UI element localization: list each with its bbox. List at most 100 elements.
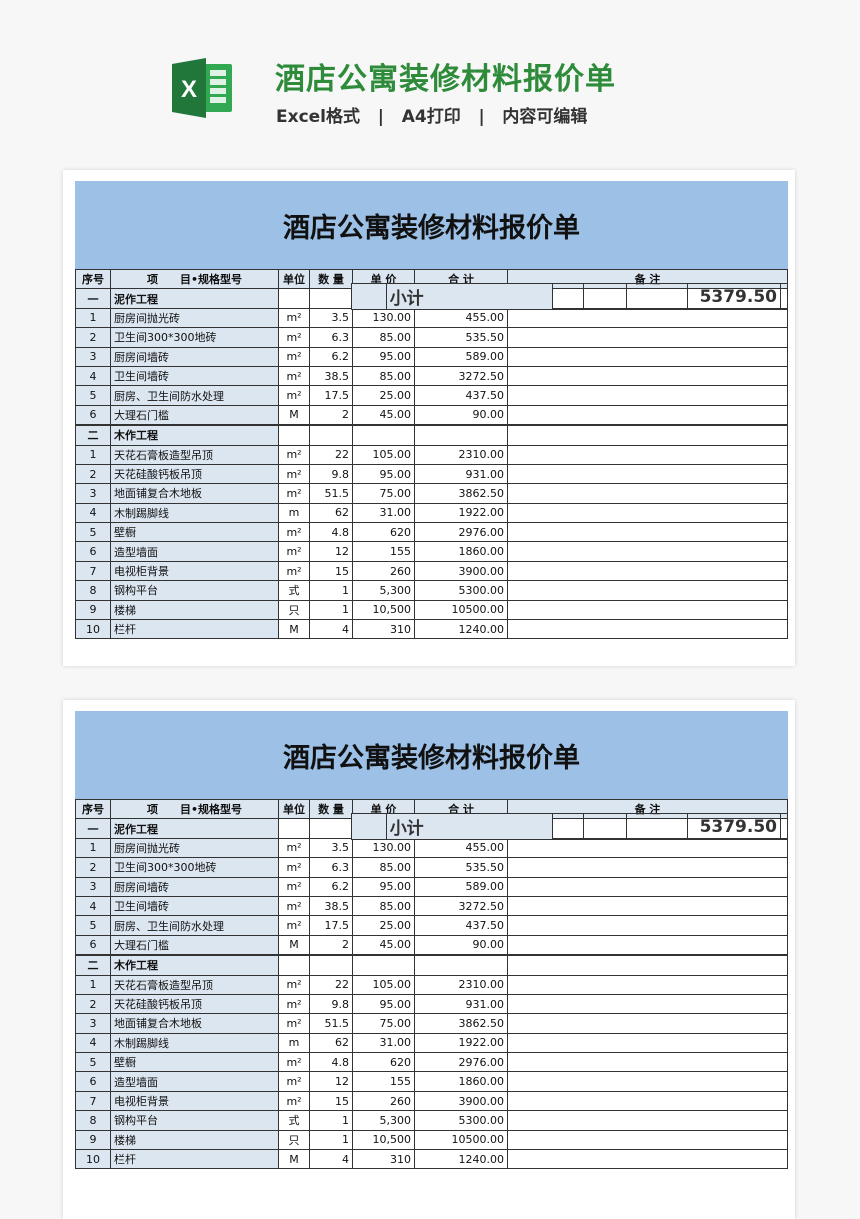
cell-price[interactable]: 130.00 (352, 837, 415, 859)
cell-total[interactable]: 437.50 (414, 385, 508, 406)
cell-total[interactable]: 90.00 (414, 404, 508, 426)
cell-seq[interactable]: 10 (75, 619, 111, 640)
cell-item[interactable]: 厨房间抛光砖 (110, 307, 279, 329)
cell-price[interactable]: 85.00 (352, 365, 415, 387)
cell-seq[interactable]: 3 (75, 1013, 111, 1034)
cell-qty[interactable]: 3.5 (309, 307, 353, 329)
cell-seq[interactable]: 一 (75, 288, 111, 309)
cell-unit[interactable] (552, 283, 585, 310)
cell-qty[interactable] (583, 283, 627, 310)
cell-price[interactable]: 85.00 (352, 857, 415, 878)
cell-total[interactable]: 589.00 (414, 876, 508, 897)
cell-remark[interactable] (507, 955, 788, 976)
cell-price[interactable]: 95.00 (352, 346, 415, 367)
cell-unit[interactable]: m² (278, 385, 310, 406)
cell-price[interactable]: 310 (352, 619, 415, 640)
cell-unit[interactable]: m² (278, 915, 310, 936)
cell-qty[interactable]: 4.8 (309, 1052, 353, 1073)
cell-total[interactable]: 589.00 (414, 346, 508, 367)
cell-qty[interactable]: 38.5 (309, 895, 353, 917)
cell-price[interactable]: 85.00 (352, 327, 415, 348)
cell-item[interactable]: 泥作工程 (110, 288, 279, 309)
cell-unit[interactable]: m² (278, 837, 310, 859)
cell-price[interactable]: 155 (352, 1071, 415, 1092)
cell-remark[interactable] (507, 560, 788, 582)
cell-qty[interactable] (309, 425, 353, 446)
cell-total[interactable]: 931.00 (414, 993, 508, 1015)
cell-qty[interactable]: 12 (309, 541, 353, 562)
cell-item[interactable]: 造型墙面 (110, 1071, 279, 1092)
cell-price[interactable] (625, 813, 689, 840)
cell-remark[interactable] (507, 1110, 788, 1131)
cell-qty[interactable]: 51.5 (309, 1013, 353, 1034)
cell-qty[interactable]: 1 (309, 599, 353, 621)
cell-item[interactable]: 大理石门槛 (110, 404, 279, 426)
cell-unit[interactable]: 式 (278, 1110, 310, 1131)
cell-qty[interactable]: 3.5 (309, 837, 353, 859)
cell-remark[interactable] (507, 993, 788, 1015)
cell-unit[interactable]: m² (278, 876, 310, 897)
cell-unit[interactable]: m² (278, 560, 310, 582)
cell-remark[interactable] (507, 307, 788, 329)
cell-unit[interactable]: m² (278, 1071, 310, 1092)
cell-price[interactable]: 155 (352, 541, 415, 562)
cell-unit[interactable]: m² (278, 346, 310, 367)
cell-item[interactable]: 小计 (385, 283, 554, 310)
cell-price[interactable] (352, 425, 415, 446)
cell-price[interactable]: 95.00 (352, 876, 415, 897)
cell-seq[interactable]: 8 (75, 1110, 111, 1131)
cell-total[interactable]: 455.00 (414, 837, 508, 859)
cell-item[interactable]: 楼梯 (110, 1129, 279, 1151)
cell-price[interactable]: 95.00 (352, 463, 415, 485)
cell-total[interactable]: 2976.00 (414, 1052, 508, 1073)
cell-seq[interactable]: 二 (75, 425, 111, 446)
cell-seq[interactable]: 5 (75, 1052, 111, 1073)
cell-total[interactable]: 1240.00 (414, 1149, 508, 1169)
cell-remark[interactable] (507, 365, 788, 387)
cell-price[interactable]: 310 (352, 1149, 415, 1169)
cell-qty[interactable]: 38.5 (309, 365, 353, 387)
cell-seq[interactable]: 4 (75, 1032, 111, 1054)
cell-remark[interactable] (507, 580, 788, 601)
cell-remark[interactable] (507, 1052, 788, 1073)
cell-seq[interactable]: 一 (75, 818, 111, 839)
cell-remark[interactable] (507, 934, 788, 956)
cell-seq[interactable]: 7 (75, 1090, 111, 1112)
cell-item[interactable]: 木作工程 (110, 955, 279, 976)
cell-total[interactable]: 2976.00 (414, 522, 508, 543)
cell-remark[interactable] (507, 404, 788, 426)
cell-seq[interactable]: 9 (75, 599, 111, 621)
cell-unit[interactable]: m² (278, 483, 310, 504)
cell-qty[interactable] (309, 288, 353, 309)
cell-item[interactable]: 天花硅酸钙板吊顶 (110, 463, 279, 485)
cell-remark[interactable] (507, 837, 788, 859)
cell-price[interactable]: 75.00 (352, 1013, 415, 1034)
cell-qty[interactable]: 1 (309, 1110, 353, 1131)
cell-unit[interactable] (278, 818, 310, 839)
cell-item[interactable]: 电视柜背景 (110, 560, 279, 582)
cell-unit[interactable]: m² (278, 1090, 310, 1112)
cell-total[interactable]: 455.00 (414, 307, 508, 329)
cell-total[interactable]: 90.00 (414, 934, 508, 956)
cell-seq[interactable]: 5 (75, 522, 111, 543)
cell-price[interactable]: 5,300 (352, 580, 415, 601)
cell-remark[interactable] (507, 619, 788, 640)
cell-unit[interactable]: m² (278, 857, 310, 878)
cell-qty[interactable]: 6.3 (309, 857, 353, 878)
cell-qty[interactable] (583, 813, 627, 840)
cell-item[interactable]: 小计 (385, 813, 554, 840)
cell-remark[interactable] (507, 599, 788, 621)
cell-qty[interactable]: 6.2 (309, 346, 353, 367)
cell-unit[interactable]: M (278, 934, 310, 956)
cell-price[interactable]: 45.00 (352, 934, 415, 956)
cell-remark[interactable] (507, 1129, 788, 1151)
cell-item[interactable]: 厨房、卫生间防水处理 (110, 385, 279, 406)
cell-qty[interactable]: 17.5 (309, 385, 353, 406)
cell-total[interactable]: 437.50 (414, 915, 508, 936)
cell-unit[interactable]: M (278, 404, 310, 426)
cell-seq[interactable]: 2 (75, 463, 111, 485)
cell-remark[interactable] (780, 283, 788, 310)
cell-total[interactable]: 3272.50 (414, 365, 508, 387)
cell-unit[interactable]: m² (278, 1013, 310, 1034)
cell-item[interactable]: 卫生间墙砖 (110, 895, 279, 917)
